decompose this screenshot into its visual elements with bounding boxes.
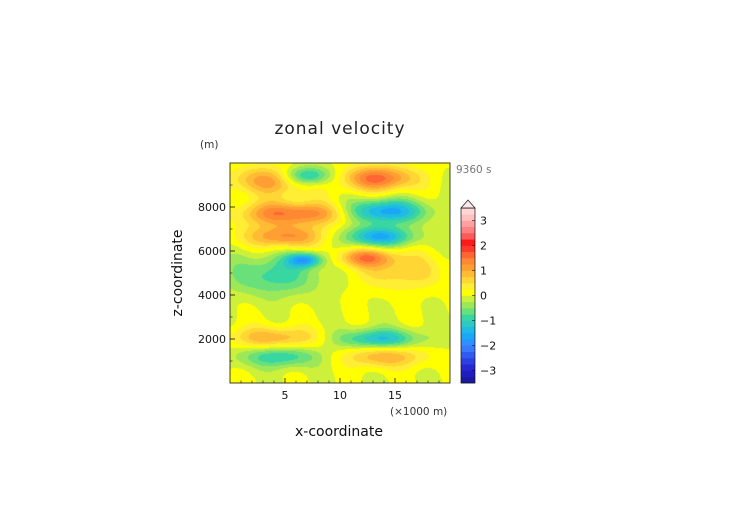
colorbar-segment: [461, 376, 475, 384]
colorbar-segment: [461, 308, 475, 315]
colorbar-segment: [461, 339, 475, 346]
colorbar-segment: [461, 345, 475, 353]
colorbar-segment: [461, 251, 475, 259]
x-tick-label: 10: [333, 389, 347, 402]
chart-title: zonal velocity: [274, 119, 405, 139]
colorbar-segment: [461, 370, 475, 378]
colorbar-segment: [461, 208, 475, 215]
colorbar-tick-label: 1: [480, 265, 487, 278]
colorbar-tick-label: −1: [480, 315, 496, 328]
colorbar: 3 2 1 0 −1 −2 −3: [460, 199, 496, 384]
y-tick-label: 6000: [198, 245, 226, 258]
colorbar-segment: [461, 245, 475, 253]
colorbar-segment: [461, 351, 475, 359]
colorbar-segment: [461, 264, 475, 271]
colorbar-segment: [461, 258, 475, 265]
colorbar-segment: [461, 301, 475, 309]
colorbar-segment: [461, 326, 475, 334]
y-tick-label: 8000: [198, 201, 226, 214]
colorbar-segment: [461, 276, 475, 284]
colorbar-tick-label: 2: [480, 240, 487, 253]
colorbar-tick-label: 0: [480, 290, 487, 303]
x-axis-label: x-coordinate: [295, 424, 383, 440]
colorbar-segment: [461, 239, 475, 246]
colorbar-segment: [461, 333, 475, 340]
y-unit-label: (m): [200, 139, 218, 151]
x-axis-ticks: 5 10 15: [240, 378, 440, 402]
time-label: 9360 s: [456, 164, 492, 176]
y-axis-ticks: 2000 4000 6000 8000: [198, 184, 235, 362]
colorbar-segment: [461, 358, 475, 365]
x-unit-label: (×1000 m): [390, 406, 447, 418]
colorbar-segment: [461, 320, 475, 328]
colorbar-segment: [461, 270, 475, 278]
colorbar-segment: [461, 283, 475, 290]
colorbar-tick-label: −3: [480, 365, 496, 378]
colorbar-tick-label: 3: [480, 215, 487, 228]
colorbar-segment: [461, 295, 475, 303]
colorbar-segment: [461, 314, 475, 321]
colorbar-segment: [461, 220, 475, 228]
y-tick-label: 4000: [198, 289, 226, 302]
plot-area: 5 10 15 2000 4000 6000 8000: [198, 162, 451, 402]
y-tick-label: 2000: [198, 333, 226, 346]
colorbar-segment: [461, 214, 475, 221]
colorbar-segment: [461, 364, 475, 371]
colorbar-segment: [461, 289, 475, 296]
velocity-field: [230, 163, 450, 383]
colorbar-segment: [461, 233, 475, 240]
x-tick-label: 5: [282, 389, 289, 402]
colorbar-extend-arrow: [460, 199, 476, 209]
colorbar-segment: [461, 226, 475, 234]
y-axis-label: z-coordinate: [170, 229, 186, 316]
x-tick-label: 15: [388, 389, 402, 402]
colorbar-tick-label: −2: [480, 340, 496, 353]
